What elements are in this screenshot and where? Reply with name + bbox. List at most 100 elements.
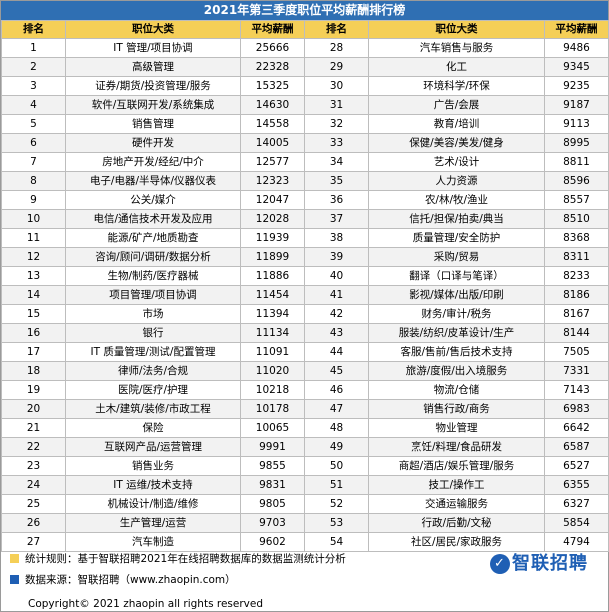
salary-cell: 9991 (240, 437, 305, 457)
category-cell: 互联网产品/运营管理 (65, 437, 241, 457)
rank-cell: 34 (304, 152, 369, 172)
salary-cell: 10065 (240, 418, 305, 438)
rank-cell: 36 (304, 190, 369, 210)
salary-cell: 4794 (544, 532, 609, 552)
yellow-square-icon (10, 554, 19, 563)
table-row: 20 土木/建筑/装修/市政工程 10178 47 销售行政/商务 6983 (1, 399, 609, 419)
table-row: 7 房地产开发/经纪/中介 12577 34 艺术/设计 8811 (1, 152, 609, 172)
salary-cell: 11394 (240, 304, 305, 324)
category-cell: 交通运输服务 (368, 494, 545, 514)
rank-cell: 31 (304, 95, 369, 115)
category-cell: 商超/酒店/娱乐管理/服务 (368, 456, 545, 476)
rank-cell: 16 (1, 323, 66, 343)
category-cell: 高级管理 (65, 57, 241, 77)
salary-cell: 7331 (544, 361, 609, 381)
table-row: 1 IT 管理/项目协调 25666 28 汽车销售与服务 9486 (1, 38, 609, 58)
category-cell: 影视/媒体/出版/印刷 (368, 285, 545, 305)
salary-cell: 8557 (544, 190, 609, 210)
salary-cell: 8186 (544, 285, 609, 305)
rank-cell: 22 (1, 437, 66, 457)
table-row: 17 IT 质量管理/测试/配置管理 11091 44 客服/售前/售后技术支持 7505 (1, 342, 609, 362)
rank-cell: 25 (1, 494, 66, 514)
salary-cell: 22328 (240, 57, 305, 77)
salary-cell: 11899 (240, 247, 305, 267)
rank-cell: 19 (1, 380, 66, 400)
rank-cell: 53 (304, 513, 369, 533)
salary-cell: 6983 (544, 399, 609, 419)
rank-cell: 32 (304, 114, 369, 134)
table-row: 19 医院/医疗/护理 10218 46 物流/仓储 7143 (1, 380, 609, 400)
salary-cell: 12323 (240, 171, 305, 191)
salary-cell: 11134 (240, 323, 305, 343)
salary-cell: 8233 (544, 266, 609, 286)
salary-cell: 8368 (544, 228, 609, 248)
rank-cell: 6 (1, 133, 66, 153)
rank-cell: 3 (1, 76, 66, 96)
salary-cell: 11091 (240, 342, 305, 362)
salary-cell: 9855 (240, 456, 305, 476)
statistics-rule-text: 统计规则：基于智联招聘2021年在线招聘数据库的数据监测统计分析 (25, 553, 346, 565)
category-cell: 土木/建筑/装修/市政工程 (65, 399, 241, 419)
salary-cell: 9113 (544, 114, 609, 134)
table-row: 4 软件/互联网开发/系统集成 14630 31 广告/会展 9187 (1, 95, 609, 115)
salary-cell: 6527 (544, 456, 609, 476)
salary-cell: 10218 (240, 380, 305, 400)
category-cell: 生物/制药/医疗器械 (65, 266, 241, 286)
salary-cell: 6355 (544, 475, 609, 495)
category-cell: 采购/贸易 (368, 247, 545, 267)
rank-cell: 27 (1, 532, 66, 552)
salary-cell: 12047 (240, 190, 305, 210)
rank-cell: 11 (1, 228, 66, 248)
category-cell: 物业管理 (368, 418, 545, 438)
header-category: 职位大类 (368, 20, 545, 39)
rank-cell: 14 (1, 285, 66, 305)
table-row: 5 销售管理 14558 32 教育/培训 9113 (1, 114, 609, 134)
category-cell: 翻译（口译与笔译） (368, 266, 545, 286)
category-cell: 服装/纺织/皮革设计/生产 (368, 323, 545, 343)
rank-cell: 1 (1, 38, 66, 58)
category-cell: 证券/期货/投资管理/服务 (65, 76, 241, 96)
rank-cell: 37 (304, 209, 369, 229)
table-row: 3 证券/期货/投资管理/服务 15325 30 环境科学/环保 9235 (1, 76, 609, 96)
salary-cell: 9187 (544, 95, 609, 115)
category-cell: 汽车制造 (65, 532, 241, 552)
zhaopin-logo: ✓ 智联招聘 (490, 549, 588, 575)
footer: 统计规则：基于智联招聘2021年在线招聘数据库的数据监测统计分析 数据来源：智联… (0, 540, 609, 610)
table-row: 24 IT 运维/技术支持 9831 51 技工/操作工 6355 (1, 475, 609, 495)
salary-cell: 15325 (240, 76, 305, 96)
page-title: 2021年第三季度职位平均薪酬排行榜 (1, 1, 608, 20)
table-row: 14 项目管理/项目协调 11454 41 影视/媒体/出版/印刷 8186 (1, 285, 609, 305)
rank-cell: 18 (1, 361, 66, 381)
rank-cell: 46 (304, 380, 369, 400)
salary-cell: 12028 (240, 209, 305, 229)
category-cell: 电信/通信技术开发及应用 (65, 209, 241, 229)
table-row: 13 生物/制药/医疗器械 11886 40 翻译（口译与笔译） 8233 (1, 266, 609, 286)
rank-cell: 28 (304, 38, 369, 58)
salary-cell: 10178 (240, 399, 305, 419)
table-row: 8 电子/电器/半导体/仪器仪表 12323 35 人力资源 8596 (1, 171, 609, 191)
rank-cell: 50 (304, 456, 369, 476)
logo-badge-icon: ✓ (490, 554, 510, 574)
rank-cell: 5 (1, 114, 66, 134)
salary-cell: 9805 (240, 494, 305, 514)
salary-cell: 14558 (240, 114, 305, 134)
salary-cell: 8144 (544, 323, 609, 343)
rank-cell: 43 (304, 323, 369, 343)
rank-cell: 44 (304, 342, 369, 362)
salary-cell: 6642 (544, 418, 609, 438)
table-row: 16 银行 11134 43 服装/纺织/皮革设计/生产 8144 (1, 323, 609, 343)
rank-cell: 29 (304, 57, 369, 77)
category-cell: 客服/售前/售后技术支持 (368, 342, 545, 362)
category-cell: 房地产开发/经纪/中介 (65, 152, 241, 172)
rank-cell: 15 (1, 304, 66, 324)
header-category: 职位大类 (65, 20, 241, 39)
category-cell: 保险 (65, 418, 241, 438)
category-cell: IT 质量管理/测试/配置管理 (65, 342, 241, 362)
rank-cell: 7 (1, 152, 66, 172)
category-cell: 销售行政/商务 (368, 399, 545, 419)
salary-cell: 7143 (544, 380, 609, 400)
category-cell: 项目管理/项目协调 (65, 285, 241, 305)
salary-cell: 8167 (544, 304, 609, 324)
rank-cell: 49 (304, 437, 369, 457)
salary-cell: 6587 (544, 437, 609, 457)
